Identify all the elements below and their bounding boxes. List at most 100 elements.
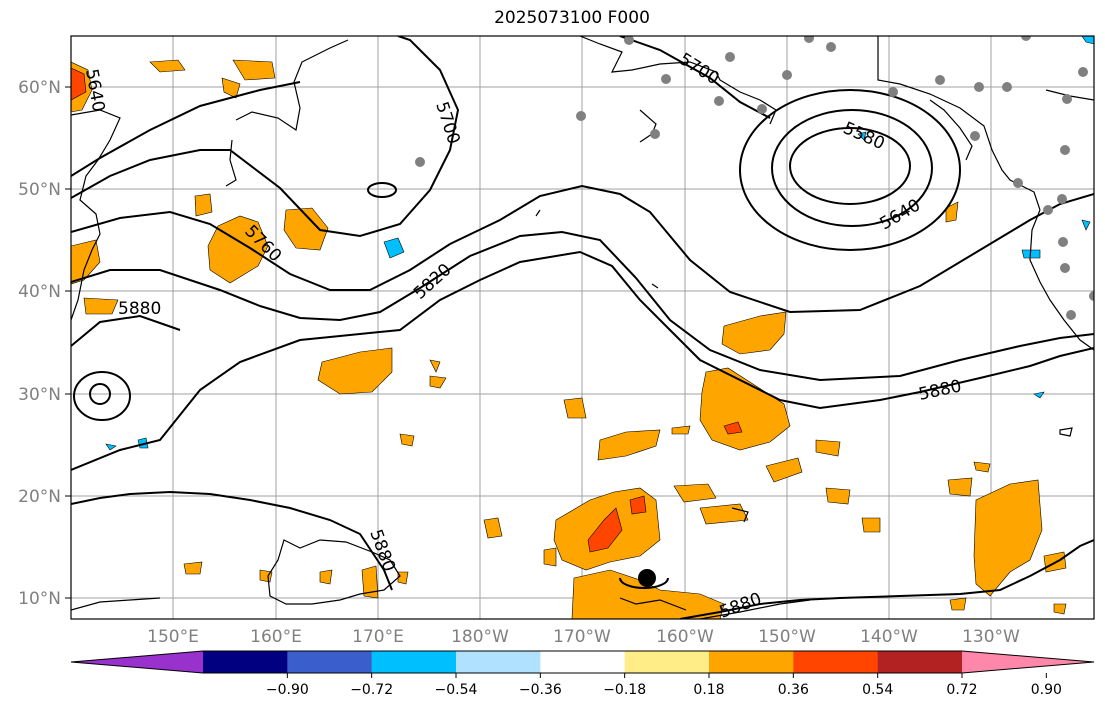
red-area: [587, 507, 623, 553]
low-center-5580: [789, 127, 912, 205]
lon-label: 170°W: [553, 627, 611, 647]
contour-5700-west: [71, 36, 460, 238]
axis-ticks: [65, 86, 71, 599]
colorbar-segment: [877, 651, 963, 673]
orange-area: [399, 433, 415, 447]
colorbar-tick-label: −0.18: [603, 682, 646, 698]
contour-labels: 5640 5700 5700 5760 5820 5880 5880 5880 …: [81, 49, 963, 622]
low-ring-5640: [771, 109, 934, 227]
height-contours: [71, 36, 1094, 619]
orange-area: [673, 483, 717, 503]
cyan-area: [1081, 219, 1091, 231]
orange-area: [973, 461, 991, 473]
orange-area: [71, 239, 101, 285]
orange-area: [947, 477, 973, 497]
lon-label: 180°W: [451, 627, 509, 647]
orange-area: [429, 375, 447, 389]
contour-5880-east: [71, 314, 181, 347]
colorbar-segment: [456, 651, 541, 673]
colorbar-extend-low: [71, 651, 203, 673]
orange-area: [699, 367, 791, 451]
lon-label: 140°W: [860, 627, 918, 647]
orange-area: [283, 207, 329, 251]
orange-area: [221, 77, 241, 99]
contour-5880-south: [71, 490, 393, 591]
contour-5760: [71, 184, 1094, 314]
station-markers: [415, 36, 1094, 320]
small-closed-contour: [619, 577, 669, 589]
red-area: [629, 495, 647, 515]
orange-area: [397, 571, 409, 585]
cyan-area: [1033, 391, 1045, 399]
contour-5880-se: [679, 539, 1094, 619]
colorbar-segment: [287, 651, 373, 673]
orange-area: [429, 359, 441, 373]
orange-area: [483, 517, 503, 539]
coastlines: [71, 36, 1094, 619]
lat-label: 30°N: [18, 385, 61, 405]
colorbar-tick-label: −0.72: [350, 682, 393, 698]
colorbar-segment: [709, 651, 794, 673]
filled-areas: [71, 36, 1094, 619]
orange-area: [563, 397, 587, 419]
cyan-area: [1081, 36, 1094, 45]
orange-area: [317, 347, 393, 395]
colorbar-tick-label: 0.54: [862, 682, 893, 698]
map-frame: [70, 35, 1095, 620]
red-area: [723, 421, 743, 435]
lat-labels: 60°N 50°N 40°N 30°N 20°N 10°N: [18, 78, 61, 609]
orange-area: [765, 457, 803, 483]
colorbar: −0.90 −0.72 −0.54 −0.36 −0.18 0.18 0.36 0.54 0.7…: [70, 650, 1095, 698]
orange-area: [259, 569, 273, 583]
orange-area: [83, 297, 119, 315]
colorbar-outline: [70, 650, 1095, 674]
cyan-area: [383, 237, 405, 259]
colorbar-segment: [624, 651, 710, 673]
high-center: [89, 383, 112, 405]
lon-label: 170°E: [352, 627, 404, 647]
orange-area: [194, 193, 213, 217]
high-ring: [73, 371, 132, 421]
colorbar-segment: [793, 651, 879, 673]
colorbar-segment: [540, 651, 626, 673]
orange-area: [1053, 603, 1067, 615]
orange-area: [597, 429, 661, 461]
colorbar-tick-label: −0.90: [266, 682, 309, 698]
orange-area: [361, 565, 379, 599]
low-ring-5700: [739, 89, 962, 251]
orange-area: [825, 487, 851, 505]
contour-5700-east: [619, 36, 771, 119]
colorbar-tick-label: 0.36: [778, 682, 809, 698]
orange-area: [949, 597, 967, 611]
cyan-area: [105, 443, 117, 451]
colorbar-extend-high: [962, 651, 1094, 673]
orange-area: [149, 59, 186, 73]
colorbar-tick-label: 0.72: [946, 682, 977, 698]
cyan-area: [857, 131, 867, 141]
orange-area: [721, 311, 787, 355]
contour-5880-mid: [71, 250, 1094, 471]
colorbar-tick-label: −0.54: [435, 682, 478, 698]
lat-label: 20°N: [18, 487, 61, 507]
orange-area: [973, 479, 1043, 597]
colorbar-segment: [203, 651, 288, 673]
orange-area: [815, 439, 841, 457]
colorbar-tick-label: −0.36: [519, 682, 562, 698]
lat-label: 50°N: [18, 180, 61, 200]
lon-label: 150°E: [147, 627, 199, 647]
orange-area: [945, 201, 959, 223]
orange-area: [232, 59, 276, 81]
typhoon-marker: [638, 569, 656, 587]
map-title: 2025073100 F000: [494, 8, 650, 28]
lat-label: 60°N: [18, 78, 61, 98]
lon-label: 150°W: [758, 627, 816, 647]
lat-label: 10°N: [18, 589, 61, 609]
lon-label: 160°W: [656, 627, 714, 647]
lon-labels: 150°E 160°E 170°E 180°W 170°W 160°W 150°…: [147, 627, 1020, 647]
red-area: [71, 67, 87, 101]
small-closed-contour: [367, 182, 398, 198]
orange-area: [183, 561, 203, 575]
colorbar-tick-label: 0.90: [1031, 682, 1062, 698]
lon-label: 130°W: [962, 627, 1020, 647]
